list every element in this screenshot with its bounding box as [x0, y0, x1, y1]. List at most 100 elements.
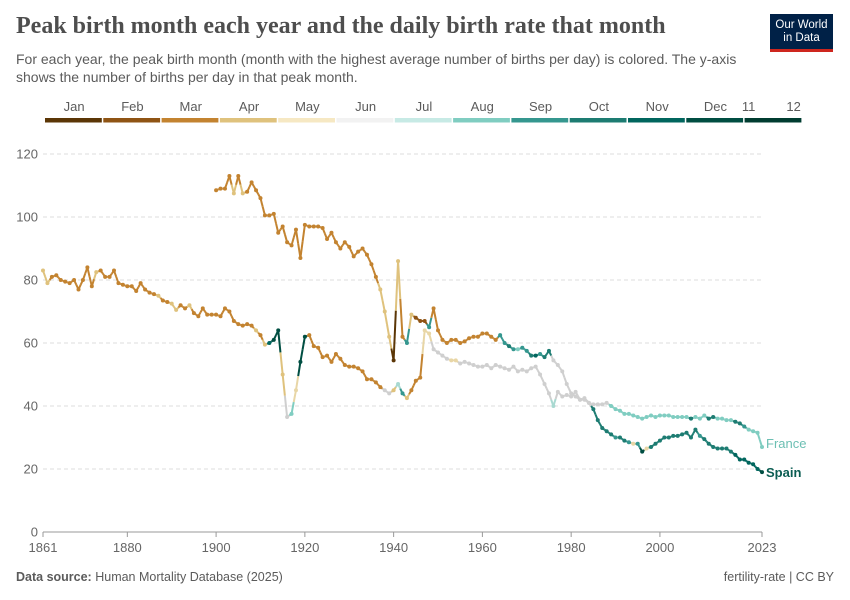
data-point[interactable]	[662, 413, 667, 418]
legend-swatch-Jan[interactable]	[45, 118, 102, 123]
data-point[interactable]	[418, 318, 423, 323]
data-point[interactable]	[245, 189, 250, 194]
data-point[interactable]	[369, 377, 374, 382]
data-point[interactable]	[271, 337, 276, 342]
data-point[interactable]	[333, 352, 338, 357]
data-point[interactable]	[391, 388, 396, 393]
data-point[interactable]	[200, 306, 205, 311]
data-point[interactable]	[715, 416, 720, 421]
data-point[interactable]	[413, 315, 418, 320]
data-point[interactable]	[125, 284, 130, 289]
data-point[interactable]	[240, 191, 245, 196]
data-point[interactable]	[222, 186, 227, 191]
data-point[interactable]	[489, 334, 494, 339]
data-point[interactable]	[604, 400, 609, 405]
data-point[interactable]	[400, 391, 405, 396]
data-point[interactable]	[515, 347, 520, 352]
data-point[interactable]	[502, 366, 507, 371]
data-point[interactable]	[480, 331, 485, 336]
data-point[interactable]	[680, 415, 685, 420]
data-point[interactable]	[733, 452, 738, 457]
data-point[interactable]	[697, 433, 702, 438]
data-point[interactable]	[467, 361, 472, 366]
data-point[interactable]	[351, 254, 356, 259]
data-point[interactable]	[595, 402, 600, 407]
data-point[interactable]	[564, 392, 569, 397]
data-point[interactable]	[737, 457, 742, 462]
data-point[interactable]	[684, 430, 689, 435]
data-point[interactable]	[458, 361, 463, 366]
data-point[interactable]	[280, 224, 285, 229]
data-point[interactable]	[640, 416, 645, 421]
data-point[interactable]	[293, 227, 298, 232]
data-point[interactable]	[533, 353, 538, 358]
data-point[interactable]	[116, 281, 121, 286]
data-point[interactable]	[546, 348, 551, 353]
legend-swatch-extra[interactable]	[744, 118, 802, 123]
data-point[interactable]	[382, 388, 387, 393]
data-point[interactable]	[165, 300, 170, 305]
data-point[interactable]	[254, 188, 259, 193]
data-point[interactable]	[711, 415, 716, 420]
data-point[interactable]	[373, 274, 378, 279]
data-point[interactable]	[617, 435, 622, 440]
data-point[interactable]	[98, 268, 103, 273]
data-point[interactable]	[160, 298, 165, 303]
data-point[interactable]	[595, 418, 600, 423]
data-point[interactable]	[617, 408, 622, 413]
data-point[interactable]	[533, 364, 538, 369]
data-point[interactable]	[85, 265, 90, 270]
data-point[interactable]	[209, 312, 214, 317]
data-point[interactable]	[751, 462, 756, 467]
data-point[interactable]	[542, 355, 547, 360]
data-point[interactable]	[742, 457, 747, 462]
data-point[interactable]	[298, 359, 303, 364]
data-point[interactable]	[693, 427, 698, 432]
data-point[interactable]	[471, 334, 476, 339]
data-point[interactable]	[613, 407, 618, 412]
data-point[interactable]	[409, 312, 414, 317]
data-point[interactable]	[103, 274, 108, 279]
data-point[interactable]	[404, 396, 409, 401]
data-point[interactable]	[751, 429, 756, 434]
data-point[interactable]	[697, 416, 702, 421]
data-point[interactable]	[236, 322, 241, 327]
data-point[interactable]	[329, 230, 334, 235]
data-point[interactable]	[613, 435, 618, 440]
data-point[interactable]	[302, 222, 307, 227]
data-point[interactable]	[529, 353, 534, 358]
data-point[interactable]	[342, 240, 347, 245]
data-point[interactable]	[382, 309, 387, 314]
data-point[interactable]	[280, 372, 285, 377]
data-point[interactable]	[427, 325, 432, 330]
data-point[interactable]	[378, 287, 383, 292]
data-point[interactable]	[649, 413, 654, 418]
data-point[interactable]	[404, 341, 409, 345]
legend-swatch-Apr[interactable]	[219, 118, 277, 123]
data-point[interactable]	[591, 407, 596, 412]
data-point[interactable]	[484, 363, 489, 368]
data-point[interactable]	[569, 391, 574, 396]
data-point[interactable]	[600, 426, 605, 431]
data-point[interactable]	[320, 226, 325, 231]
data-point[interactable]	[746, 460, 751, 465]
data-point[interactable]	[760, 444, 764, 449]
data-point[interactable]	[396, 381, 401, 386]
data-point[interactable]	[440, 337, 445, 342]
data-point[interactable]	[293, 388, 298, 393]
data-point[interactable]	[307, 224, 312, 229]
data-point[interactable]	[578, 397, 583, 402]
data-point[interactable]	[671, 433, 676, 438]
data-point[interactable]	[520, 345, 525, 350]
data-point[interactable]	[582, 397, 587, 402]
data-point[interactable]	[72, 278, 77, 282]
data-point[interactable]	[524, 348, 529, 353]
legend-swatch-Oct[interactable]	[569, 118, 627, 123]
data-point[interactable]	[538, 352, 543, 357]
data-point[interactable]	[529, 366, 534, 371]
data-point[interactable]	[249, 323, 254, 328]
data-point[interactable]	[760, 470, 764, 475]
data-point[interactable]	[431, 347, 436, 352]
data-point[interactable]	[635, 415, 640, 420]
data-point[interactable]	[493, 363, 498, 368]
